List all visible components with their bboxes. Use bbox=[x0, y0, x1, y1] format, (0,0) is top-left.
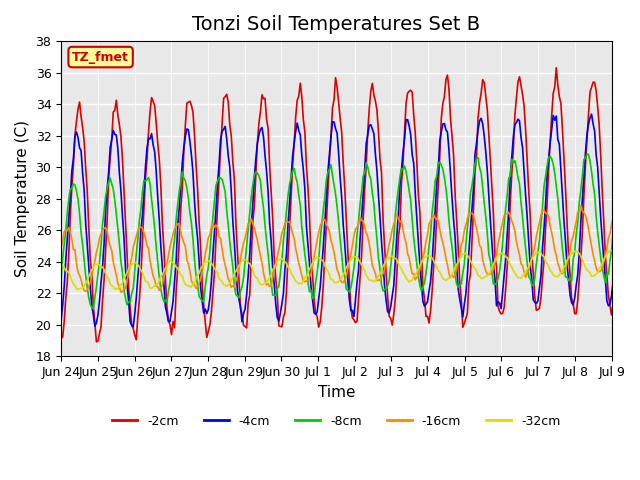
-8cm bbox=[77, 229, 85, 235]
-16cm bbox=[117, 289, 125, 295]
Y-axis label: Soil Temperature (C): Soil Temperature (C) bbox=[15, 120, 30, 277]
-16cm bbox=[564, 256, 572, 262]
-32cm bbox=[564, 254, 572, 260]
-8cm bbox=[90, 306, 97, 312]
-4cm bbox=[564, 276, 572, 282]
-32cm bbox=[111, 287, 118, 292]
-8cm bbox=[620, 147, 628, 153]
Line: -32cm: -32cm bbox=[61, 250, 640, 289]
-2cm bbox=[361, 187, 369, 192]
-8cm bbox=[564, 278, 572, 284]
-4cm bbox=[58, 317, 65, 323]
Text: TZ_fmet: TZ_fmet bbox=[72, 50, 129, 63]
-8cm bbox=[97, 242, 105, 248]
-32cm bbox=[95, 262, 103, 268]
-4cm bbox=[129, 324, 137, 330]
-4cm bbox=[361, 166, 369, 171]
Line: -2cm: -2cm bbox=[61, 68, 640, 342]
X-axis label: Time: Time bbox=[317, 384, 355, 399]
-2cm bbox=[552, 65, 560, 71]
-2cm bbox=[93, 339, 100, 345]
-2cm bbox=[58, 336, 65, 341]
Line: -4cm: -4cm bbox=[61, 110, 640, 327]
-8cm bbox=[58, 276, 65, 282]
-32cm bbox=[361, 267, 369, 273]
-4cm bbox=[477, 115, 485, 121]
-32cm bbox=[58, 262, 65, 267]
-16cm bbox=[77, 276, 85, 282]
Line: -8cm: -8cm bbox=[61, 150, 640, 309]
-16cm bbox=[95, 235, 103, 240]
-16cm bbox=[477, 245, 485, 251]
Title: Tonzi Soil Temperatures Set B: Tonzi Soil Temperatures Set B bbox=[192, 15, 481, 34]
-4cm bbox=[95, 298, 103, 304]
Line: -16cm: -16cm bbox=[61, 205, 640, 292]
-32cm bbox=[477, 276, 485, 281]
-2cm bbox=[477, 90, 485, 96]
-16cm bbox=[361, 224, 369, 229]
-16cm bbox=[577, 203, 585, 208]
-8cm bbox=[477, 170, 485, 176]
-4cm bbox=[623, 108, 630, 113]
-2cm bbox=[566, 273, 574, 278]
-2cm bbox=[77, 114, 85, 120]
-16cm bbox=[58, 244, 65, 250]
-32cm bbox=[77, 285, 85, 291]
-2cm bbox=[97, 324, 105, 330]
Legend: -2cm, -4cm, -8cm, -16cm, -32cm: -2cm, -4cm, -8cm, -16cm, -32cm bbox=[107, 410, 566, 433]
-8cm bbox=[361, 170, 369, 176]
-4cm bbox=[77, 148, 85, 154]
